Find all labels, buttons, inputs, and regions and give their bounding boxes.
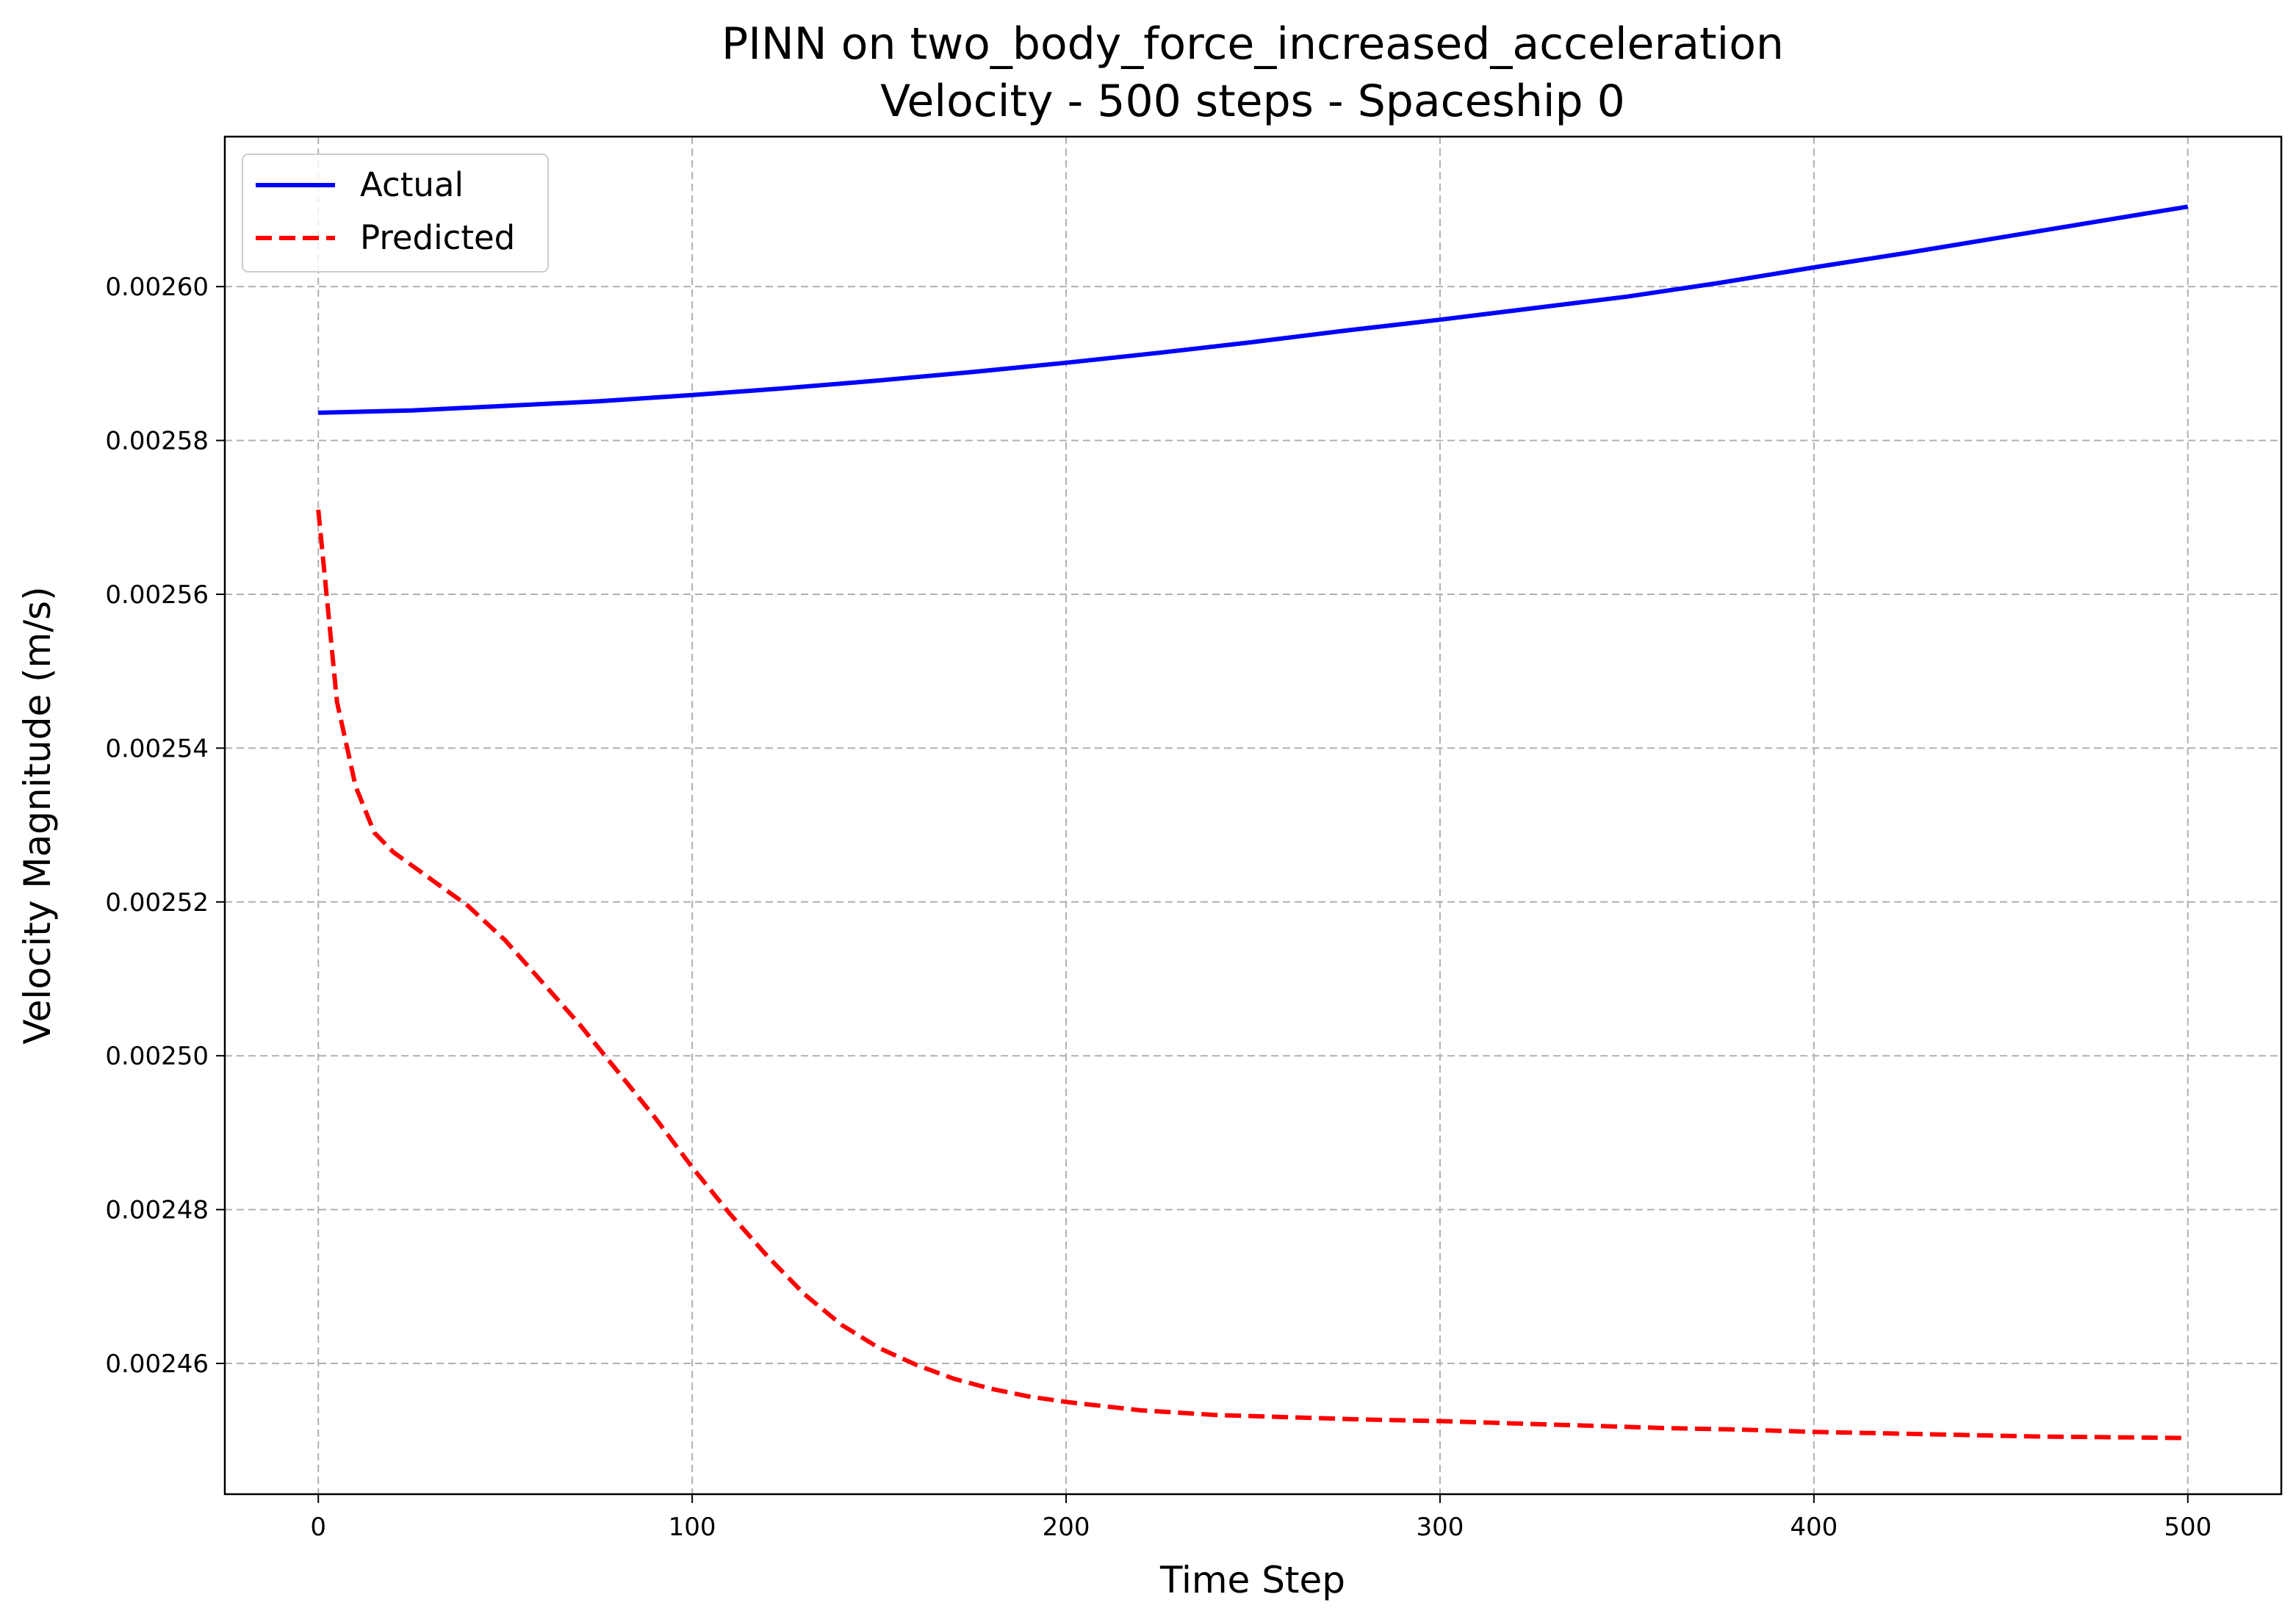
y-tick-label: 0.00254 xyxy=(105,734,209,763)
legend-label-predicted: Predicted xyxy=(360,218,515,257)
x-tick-label: 300 xyxy=(1417,1513,1464,1542)
x-axis-label: Time Step xyxy=(1159,1559,1345,1601)
x-tick-label: 0 xyxy=(310,1513,326,1542)
x-tick-label: 400 xyxy=(1790,1513,1838,1542)
y-tick-label: 0.00260 xyxy=(105,273,209,302)
x-tick-label: 200 xyxy=(1043,1513,1090,1542)
x-tick-label: 100 xyxy=(669,1513,716,1542)
legend: Actual Predicted xyxy=(242,154,549,273)
y-axis-label: Velocity Magnitude (m/s) xyxy=(16,586,59,1044)
y-tick-label: 0.00256 xyxy=(105,580,209,610)
plot-area-frame xyxy=(223,135,2283,1496)
x-tick-label: 500 xyxy=(2164,1513,2212,1542)
chart-subtitle: Velocity - 500 steps - Spaceship 0 xyxy=(880,76,1625,127)
series-line-actual xyxy=(318,204,2189,415)
y-tick-label: 0.00258 xyxy=(105,427,209,456)
plot-series xyxy=(316,204,2189,1441)
chart-title: PINN on two_body_force_increased_acceler… xyxy=(721,18,1784,70)
y-tick-label: 0.00248 xyxy=(105,1196,209,1225)
y-tick-label: 0.00252 xyxy=(105,888,209,918)
legend-label-actual: Actual xyxy=(360,165,464,204)
y-tick-label: 0.00246 xyxy=(105,1349,209,1379)
y-tick-label: 0.00250 xyxy=(105,1042,209,1071)
axis-ticks: 0 100 200 300 400 500 0.00246 0.00248 0.00250 0.0… xyxy=(105,273,2212,1542)
series-line-predicted xyxy=(316,509,2188,1441)
